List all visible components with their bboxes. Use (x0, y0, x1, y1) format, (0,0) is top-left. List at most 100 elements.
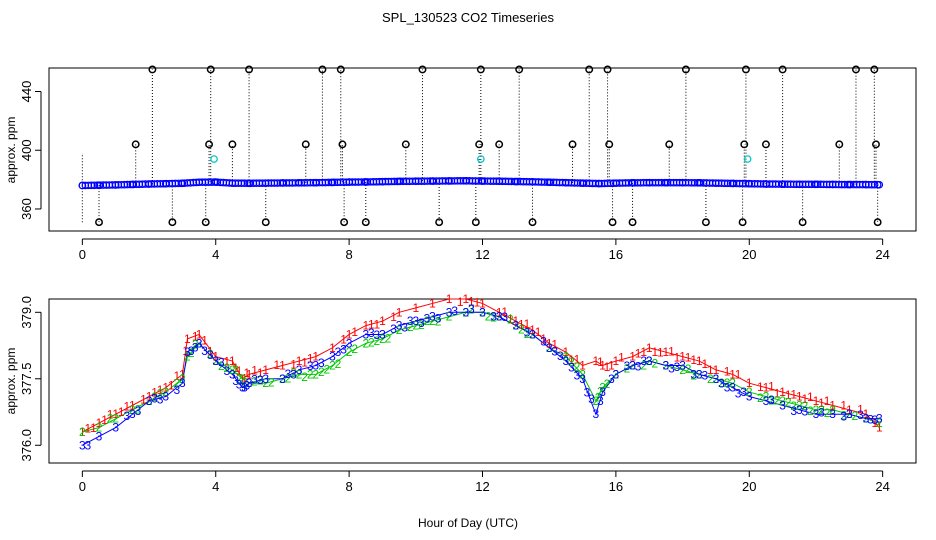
bottom-series-marker: 1 (824, 394, 831, 408)
bottom-series-marker: 3 (613, 367, 620, 381)
top-spike-point (95, 218, 103, 227)
bottom-series-marker: 2 (593, 394, 600, 408)
bottom-series-marker: 3 (863, 412, 870, 426)
top-y-tick-label: 400 (19, 139, 34, 161)
bottom-series-marker: 3 (490, 310, 497, 324)
bottom-series-marker: 3 (568, 360, 575, 374)
bottom-series-marker: 1 (462, 292, 469, 306)
bottom-series-marker: 2 (685, 362, 692, 376)
bottom-series-marker: 1 (757, 380, 764, 394)
bottom-series-marker: 2 (107, 411, 114, 425)
bottom-series-marker: 2 (362, 336, 369, 350)
bottom-series-marker: 1 (713, 363, 720, 377)
bottom-series-marker: 3 (468, 302, 475, 316)
bottom-series-marker: 2 (396, 323, 403, 337)
bottom-series-marker: 1 (129, 398, 136, 412)
bottom-series-marker: 2 (468, 302, 475, 316)
bottom-series-marker: 3 (597, 394, 604, 408)
bottom-series-marker: 1 (790, 387, 797, 401)
top-panel-spike-plot: 0 4 8 12 16 20 24 360 400 440 approx. ppm (4, 65, 917, 262)
bottom-series-marker: 1 (107, 408, 114, 422)
bottom-series-marker: 2 (318, 365, 325, 379)
top-x-tick-label: 0 (79, 247, 86, 262)
bottom-series-marker: 3 (599, 385, 606, 399)
bottom-series-marker: 1 (551, 337, 558, 351)
bottom-series-marker: 2 (796, 398, 803, 412)
bottom-series-marker: 2 (679, 363, 686, 377)
top-spike-point (206, 65, 215, 74)
bottom-series-marker: 2 (724, 376, 731, 390)
bottom-series-marker: 3 (401, 320, 408, 334)
top-spike-point (681, 65, 690, 74)
bottom-series-marker: 3 (184, 345, 191, 359)
top-spike-lines (81, 69, 879, 223)
bottom-series-marker: 2 (296, 367, 303, 381)
bottom-series-marker: 1 (818, 396, 825, 410)
bottom-series-marker: 1 (162, 381, 169, 395)
bottom-series-marker: 1 (802, 392, 809, 406)
bottom-series-marker: 1 (168, 378, 175, 392)
bottom-series-marker: 1 (90, 421, 97, 435)
bottom-series-marker: 3 (246, 376, 253, 390)
bottom-series-marker: 1 (724, 364, 731, 378)
bottom-series-marker: 1 (429, 296, 436, 310)
bottom-series-marker: 3 (635, 359, 642, 373)
bottom-series-marker: 1 (597, 355, 604, 369)
top-spike-point (701, 218, 710, 227)
bottom-series-marker: 1 (232, 361, 239, 375)
bottom-series-marker: 1 (735, 367, 742, 381)
top-spike-point (798, 218, 807, 227)
top-spike-series (95, 65, 882, 227)
bottom-series-marker: 3 (212, 354, 219, 368)
bottom-series-marker: 1 (279, 358, 286, 372)
bottom-series-marker: 3 (846, 407, 853, 421)
bottom-y-axis: 376.0 377.5 379.0 (19, 296, 42, 462)
bottom-y-axis-title: approx. ppm (4, 348, 18, 415)
bottom-series-marker: 2 (307, 367, 314, 381)
bottom-series-marker: 2 (595, 391, 602, 405)
bottom-series-marker: 2 (262, 376, 269, 390)
bottom-series-marker: 2 (179, 372, 186, 386)
shared-x-axis-title: Hour of Day (UTC) (418, 516, 518, 530)
top-spike-point (401, 140, 410, 149)
bottom-series-marker: 1 (396, 305, 403, 319)
bottom-series-marker: 2 (129, 403, 136, 417)
top-spike-point (873, 218, 882, 227)
bottom-series-marker: 2 (462, 305, 469, 319)
bottom-series-marker: 3 (251, 373, 258, 387)
bottom-series-marker: 3 (207, 348, 214, 362)
bottom-series-marker: 2 (690, 369, 697, 383)
top-baseline-series (78, 176, 884, 190)
bottom-series-marker: 2 (184, 350, 191, 364)
bottom-series-marker: 3 (407, 314, 414, 328)
top-spike-point (628, 218, 637, 227)
bottom-series-marker: 2 (173, 377, 180, 391)
top-plot-frame (48, 67, 917, 232)
bottom-series-marker: 1 (118, 405, 125, 419)
bottom-series-marker: 2 (251, 375, 258, 389)
bottom-series-marker: 2 (846, 407, 853, 421)
top-x-tick-label: 20 (742, 247, 756, 262)
bottom-series-marker: 2 (79, 425, 86, 439)
bottom-series-marker: 2 (802, 399, 809, 413)
bottom-series-marker: 1 (685, 350, 692, 364)
bottom-series-marker: 1 (529, 323, 536, 337)
bottom-series-marker: 2 (696, 367, 703, 381)
bottom-series-marker: 1 (229, 354, 236, 368)
bottom-series-marker: 3 (396, 319, 403, 333)
bottom-series-marker: 2 (663, 358, 670, 372)
bottom-series-marker: 2 (496, 310, 503, 324)
bottom-series-marker: 3 (513, 319, 520, 333)
bottom-series-marker: 3 (429, 310, 436, 324)
bottom-series-marker: 3 (813, 407, 820, 421)
bottom-series-marker: 1 (807, 390, 814, 404)
bottom-series-marker: 1 (290, 357, 297, 371)
bottom-series-marker: 3 (279, 372, 286, 386)
bottom-series-marker: 2 (112, 412, 119, 426)
bottom-series-marker: 1 (157, 383, 164, 397)
bottom-series-marker: 3 (857, 408, 864, 422)
bottom-series-marker: 2 (229, 363, 236, 377)
bottom-series-marker: 1 (112, 407, 119, 421)
bottom-series-marker: 1 (829, 398, 836, 412)
